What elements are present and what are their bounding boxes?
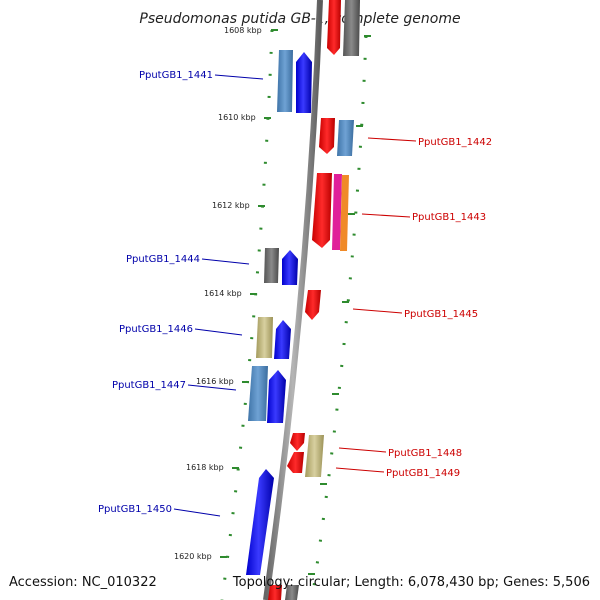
scale-major-ticks [220, 29, 371, 575]
gene-arrow[interactable] [268, 585, 282, 600]
scale-label: 1614 kbp [204, 289, 242, 298]
gene-label-1449[interactable]: PputGB1_1449 [386, 468, 460, 479]
gene-arrow[interactable] [296, 52, 312, 113]
gene-block[interactable] [343, 0, 360, 56]
scale-label: 1618 kbp [186, 463, 224, 472]
gene-block[interactable] [285, 585, 299, 600]
forward-genes [246, 50, 312, 575]
gene-label-1445[interactable]: PputGB1_1445 [404, 309, 478, 320]
forward-gene-labels: PputGB1_1441 PputGB1_1444 PputGB1_1446 P… [98, 70, 264, 517]
gene-block-magenta[interactable] [332, 174, 342, 250]
gene-block[interactable] [337, 120, 354, 156]
reverse-gene-labels: PputGB1_1442 PputGB1_1443 PputGB1_1445 P… [335, 137, 492, 479]
gene-block[interactable] [264, 248, 279, 283]
gene-arrow[interactable] [290, 433, 305, 451]
gene-arrow[interactable] [246, 469, 274, 575]
gene-label-1442[interactable]: PputGB1_1442 [418, 137, 492, 148]
gene-arrow[interactable] [274, 320, 291, 359]
gene-arrow[interactable] [287, 452, 304, 473]
gene-arrow[interactable] [267, 370, 286, 423]
map-title: Pseudomonas putida GB-1, complete genome [139, 11, 460, 27]
gene-label-1450[interactable]: PputGB1_1450 [98, 504, 172, 515]
gene-block[interactable] [277, 50, 293, 112]
scale-label: 1616 kbp [196, 377, 234, 386]
gene-arrow[interactable] [327, 0, 341, 55]
gene-arrow[interactable] [319, 118, 335, 154]
gene-label-1446[interactable]: PputGB1_1446 [119, 324, 193, 335]
scale-label: 1612 kbp [212, 201, 250, 210]
gene-block[interactable] [256, 317, 273, 358]
scale-label: 1610 kbp [218, 113, 256, 122]
gene-arrow[interactable] [282, 250, 298, 285]
scale-label: 1620 kbp [174, 552, 212, 561]
gene-label-1448[interactable]: PputGB1_1448 [388, 448, 462, 459]
gene-block-orange[interactable] [340, 175, 349, 251]
gene-label-1447[interactable]: PputGB1_1447 [112, 380, 186, 391]
scale-label: 1608 kbp [224, 26, 262, 35]
gene-label-1444[interactable]: PputGB1_1444 [126, 254, 200, 265]
reverse-genes [268, 0, 360, 600]
gene-arrow[interactable] [305, 290, 321, 320]
gene-block[interactable] [305, 435, 324, 477]
gene-label-1441[interactable]: PputGB1_1441 [139, 70, 213, 81]
gene-block[interactable] [248, 366, 268, 421]
gene-label-1443[interactable]: PputGB1_1443 [412, 212, 486, 223]
gene-arrow[interactable] [312, 173, 332, 248]
topology-text: Topology: circular; Length: 6,078,430 bp… [232, 575, 590, 590]
accession-text: Accession: NC_010322 [9, 575, 157, 590]
scale-labels: 1608 kbp 1610 kbp 1612 kbp 1614 kbp 1616… [174, 26, 262, 561]
genome-backbone [263, 0, 323, 600]
